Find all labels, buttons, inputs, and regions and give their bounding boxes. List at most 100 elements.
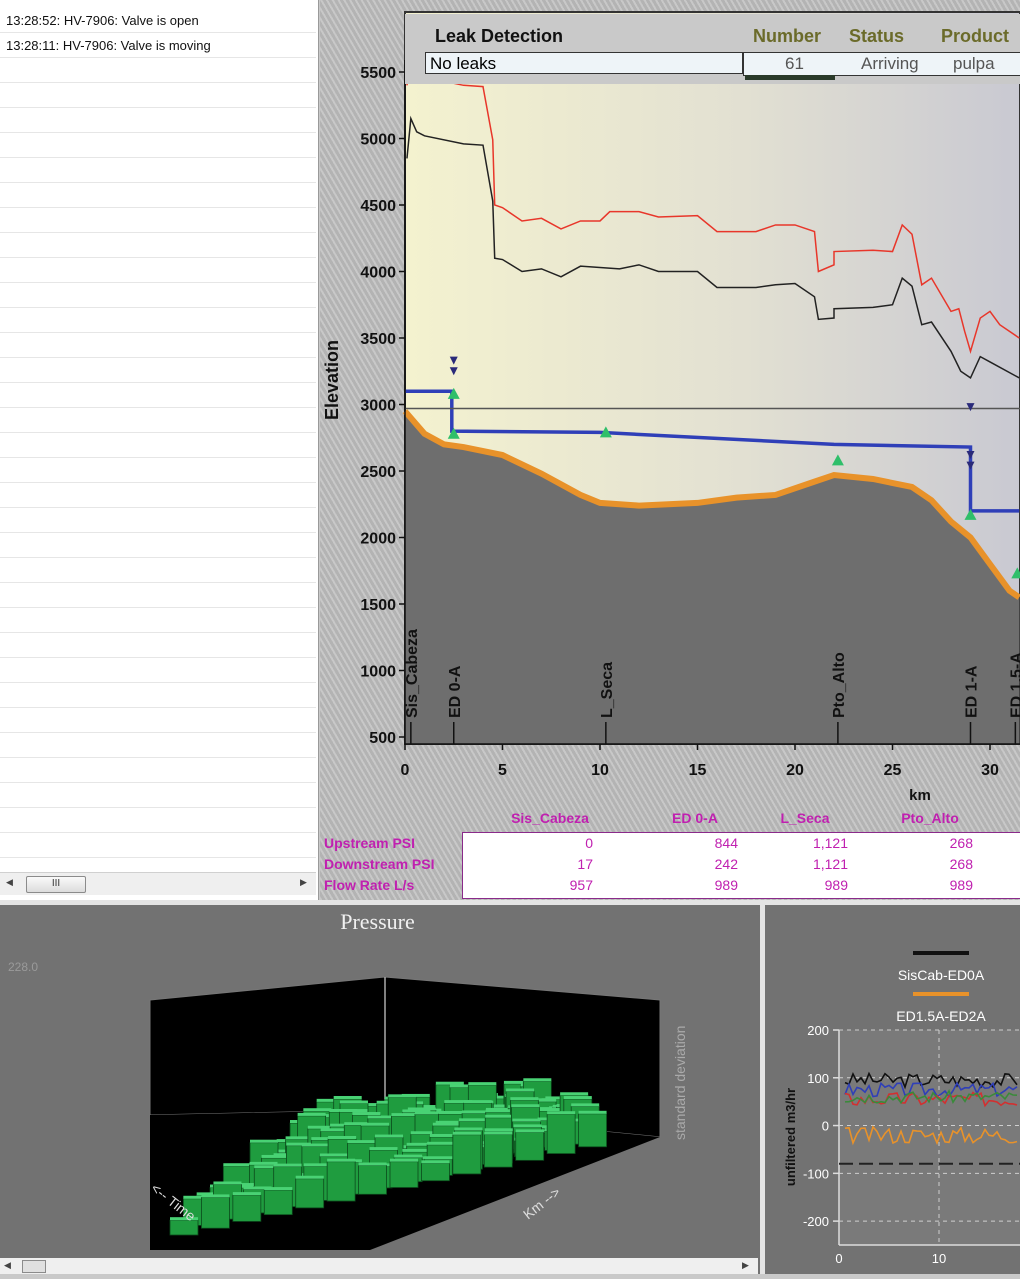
elevation-profile-chart: 5500500045004000350030002500200015001000… (322, 11, 1020, 804)
scroll-right-arrow-icon[interactable]: ▶ (300, 877, 307, 887)
flow-table-cell: 268 (949, 835, 973, 851)
trend-y-axis-label: unfiltered m3/hr (783, 1088, 798, 1186)
trend-y-tick-label: -100 (803, 1166, 829, 1181)
log-empty-row[interactable] (0, 208, 316, 233)
x-tick-label: 15 (689, 762, 707, 779)
y-tick-label: 500 (369, 730, 396, 747)
log-empty-row[interactable] (0, 683, 316, 708)
log-empty-row[interactable] (0, 633, 316, 658)
log-empty-row[interactable] (0, 583, 316, 608)
pressure-bar (389, 1161, 419, 1188)
trend-x-tick-label: 0 (835, 1251, 842, 1266)
x-axis-label: km (909, 787, 931, 804)
pressure-bar (201, 1197, 230, 1229)
trend-y-tick-label: -200 (803, 1214, 829, 1229)
log-empty-row[interactable] (0, 708, 316, 733)
flow-table-row-label: Flow Rate L/s (324, 877, 415, 893)
panel-divider (0, 900, 1020, 905)
pressure-bar (515, 1131, 545, 1161)
valve-arrow-marker (966, 403, 975, 412)
column-number: Number (753, 26, 822, 46)
log-empty-row[interactable] (0, 408, 316, 433)
log-empty-row[interactable] (0, 158, 316, 183)
log-empty-row[interactable] (0, 58, 316, 83)
series-current-pressure-line (406, 115, 1020, 380)
log-empty-row[interactable] (0, 458, 316, 483)
log-empty-row[interactable] (0, 608, 316, 633)
trend-line-sisCab (844, 1071, 1018, 1090)
x-tick-label: 0 (401, 762, 410, 779)
trend-line-green (844, 1089, 1018, 1105)
y-tick-label: 3500 (360, 331, 396, 348)
flow-table-cell: 1,121 (812, 835, 848, 851)
log-empty-row[interactable] (0, 258, 316, 283)
y-tick-label: 1500 (360, 597, 396, 614)
scroll-left-arrow-icon[interactable]: ◀ (6, 877, 13, 887)
valve-arrow-marker (449, 356, 458, 365)
station-label: Sis_Cabeza (404, 629, 421, 718)
log-empty-row[interactable] (0, 283, 316, 308)
station-marker (447, 427, 460, 439)
pressure-value-label: 228.0 (8, 960, 39, 974)
event-log-horizontal-scrollbar[interactable]: ◀ III ▶ (0, 872, 316, 895)
pressure-bar (483, 1134, 513, 1168)
log-entry[interactable]: 13:28:11: HV-7906: Valve is moving (0, 33, 316, 58)
log-empty-row[interactable] (0, 308, 316, 333)
station-marker (599, 426, 612, 438)
log-empty-row[interactable] (0, 133, 316, 158)
y-tick-label: 3000 (360, 398, 396, 415)
pressure-bar (452, 1134, 482, 1175)
log-empty-row[interactable] (0, 358, 316, 383)
leak-detection-title: Leak Detection (435, 26, 564, 46)
log-empty-row[interactable] (0, 533, 316, 558)
log-empty-row[interactable] (0, 833, 316, 858)
log-empty-row[interactable] (0, 508, 316, 533)
pressure-bar (326, 1161, 356, 1202)
leak-row-box (743, 52, 1020, 76)
station-label: ED 1.5-A (1008, 652, 1020, 718)
log-empty-row[interactable] (0, 483, 316, 508)
station-marker (964, 508, 977, 520)
flow-table-cell: 242 (714, 856, 738, 872)
log-empty-row[interactable] (0, 733, 316, 758)
flow-trend-panel: SisCab-ED0A ED1.5A-ED2A 200 100 0 -100 -200 0… (765, 905, 1020, 1274)
scrollbar-thumb[interactable] (22, 1260, 46, 1273)
log-empty-row[interactable] (0, 783, 316, 808)
log-empty-row[interactable] (0, 233, 316, 258)
flow-table-row-label: Downstream PSI (324, 856, 435, 872)
log-empty-row[interactable] (0, 383, 316, 408)
x-tick-label: 10 (591, 762, 609, 779)
log-empty-row[interactable] (0, 333, 316, 358)
event-log-panel: 13:28:52: HV-7906: Valve is open 13:28:11… (0, 0, 319, 900)
pressure-bar (169, 1219, 199, 1236)
flow-table-box (462, 832, 1020, 899)
y-tick-label: 5500 (360, 65, 396, 82)
log-empty-row[interactable] (0, 183, 316, 208)
scroll-right-arrow-icon[interactable]: ▶ (742, 1260, 749, 1270)
flow-table-column-header: ED 0-A (672, 810, 718, 826)
x-tick-label: 20 (786, 762, 804, 779)
flow-table-cell: 17 (577, 856, 593, 872)
pressure-bar (421, 1162, 450, 1182)
valve-arrow-marker (966, 461, 975, 470)
log-empty-row[interactable] (0, 108, 316, 133)
scrollbar-thumb[interactable]: III (26, 876, 86, 893)
log-empty-row[interactable] (0, 658, 316, 683)
pipeline-profile-panel: 5500 5000 4500 4000 3500 3000 2500 2000 1500 1000… (320, 0, 1020, 900)
log-empty-row[interactable] (0, 808, 316, 833)
flow-table-column-header: Sis_Cabeza (511, 810, 589, 826)
leak-number-value: 61 (785, 54, 804, 73)
trend-line-ed15a (844, 1125, 1018, 1146)
x-tick-label: 30 (981, 762, 999, 779)
pressure-horizontal-scrollbar[interactable]: ◀ ▶ (0, 1258, 758, 1274)
log-empty-row[interactable] (0, 433, 316, 458)
log-empty-row[interactable] (0, 758, 316, 783)
scroll-left-arrow-icon[interactable]: ◀ (4, 1260, 11, 1270)
pressure-3d-chart: <-- Time Km --> (148, 976, 661, 1250)
pressure-bar (295, 1178, 325, 1209)
log-empty-row[interactable] (0, 558, 316, 583)
flow-table-cell: 989 (714, 877, 738, 893)
log-empty-row[interactable] (0, 83, 316, 108)
log-entry[interactable]: 13:28:52: HV-7906: Valve is open (0, 8, 316, 33)
flow-table-row-label: Upstream PSI (324, 835, 416, 851)
